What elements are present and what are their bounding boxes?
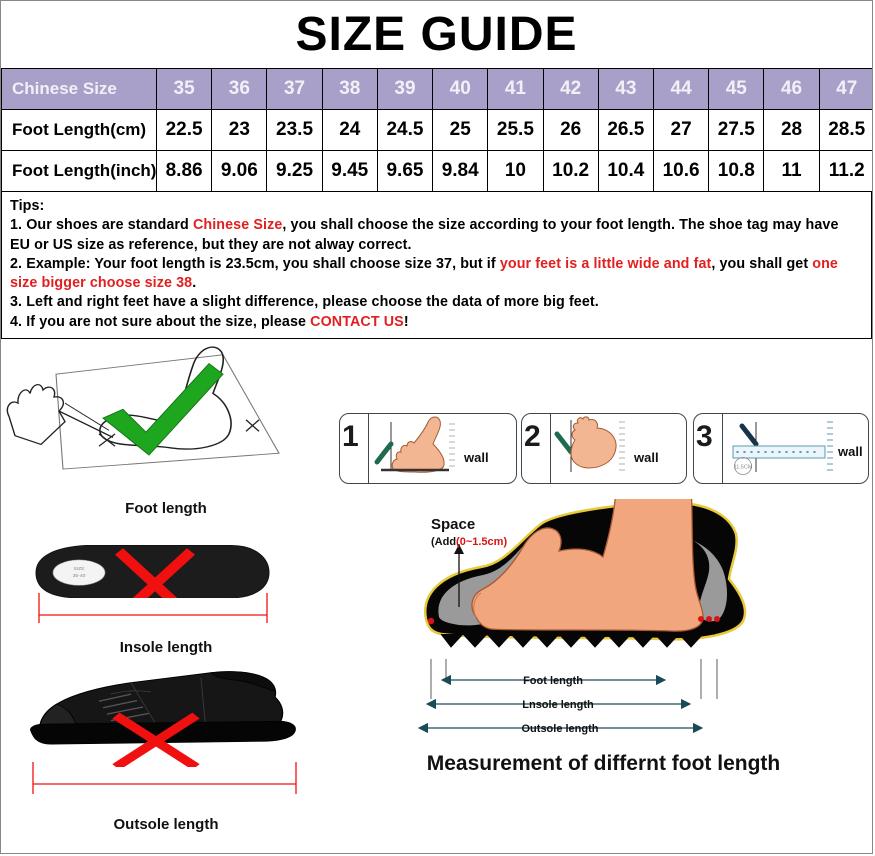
svg-text:Space: Space (431, 516, 475, 533)
svg-text:11.5CM: 11.5CM (734, 465, 753, 471)
svg-text:Lnsole length: Lnsole length (522, 699, 594, 711)
svg-text:wall: wall (633, 450, 659, 465)
svg-text:SIZE: SIZE (73, 566, 84, 571)
svg-text:wall: wall (837, 444, 863, 459)
svg-text:Foot length: Foot length (523, 675, 583, 687)
svg-text:wall: wall (463, 450, 489, 465)
svg-text:35-40: 35-40 (73, 573, 86, 578)
svg-text:Outsole length: Outsole length (522, 723, 599, 735)
svg-text:(Add(0~1.5cm): (Add(0~1.5cm) (431, 536, 507, 548)
